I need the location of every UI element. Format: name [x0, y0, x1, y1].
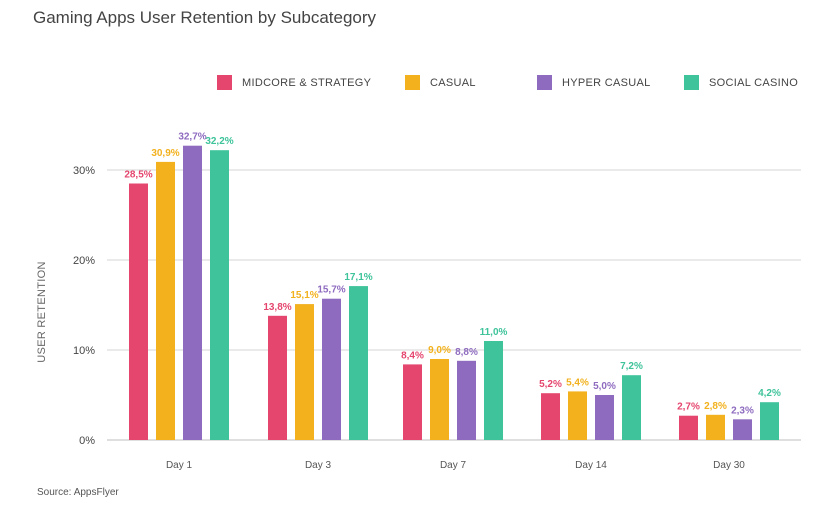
- bars: [129, 145, 779, 440]
- y-tick-label: 0%: [79, 435, 95, 447]
- data-labels: 28,5% 30,9% 32,7%32,2% 13,8%15,1%15,7% 17,1%…: [124, 132, 781, 417]
- x-axis-categories: Day 1 Day 3 Day 7 Day 14 Day 30: [166, 460, 745, 471]
- data-label: 2,7%: [677, 402, 700, 413]
- bar: [679, 415, 698, 440]
- y-tick-label: 10%: [73, 345, 95, 357]
- x-tick-label: Day 14: [575, 460, 607, 471]
- legend-swatch: [217, 75, 232, 90]
- legend-label: MIDCORE & STRATEGY: [242, 77, 372, 89]
- bar: [268, 315, 287, 440]
- data-label: 13,8%: [263, 302, 291, 313]
- legend-swatch: [405, 75, 420, 90]
- data-label: 2,3%: [731, 405, 754, 416]
- bar: [156, 161, 175, 440]
- chart-title: Gaming Apps User Retention by Subcategor…: [33, 8, 377, 27]
- bar: [484, 341, 503, 440]
- data-label: 5,2%: [539, 379, 562, 390]
- data-label: 15,7%: [317, 285, 345, 296]
- legend-label: CASUAL: [430, 77, 476, 89]
- bar: [129, 183, 148, 440]
- y-tick-label: 20%: [73, 255, 95, 267]
- legend-swatch: [537, 75, 552, 90]
- y-axis-label: USER RETENTION: [36, 261, 48, 362]
- data-label: 9,0%: [428, 345, 451, 356]
- bar: [295, 304, 314, 440]
- data-label: 28,5%: [124, 170, 152, 181]
- data-label: 15,1%: [290, 290, 318, 301]
- bar: [760, 402, 779, 440]
- y-axis-ticks: 0% 10% 20% 30%: [73, 165, 95, 447]
- bar: [568, 391, 587, 440]
- bar: [706, 414, 725, 440]
- data-label: 11,0%: [480, 327, 508, 338]
- legend-swatch: [684, 75, 699, 90]
- data-label: 32,7%: [178, 132, 206, 143]
- bar: [183, 145, 202, 440]
- data-label: 17,1%: [344, 272, 372, 283]
- data-label: 2,8%: [704, 401, 727, 412]
- bar: [541, 393, 560, 440]
- bar: [430, 359, 449, 440]
- source-note: Source: AppsFlyer: [37, 487, 119, 498]
- bar: [210, 150, 229, 440]
- data-label: 5,4%: [566, 377, 589, 388]
- bar: [322, 298, 341, 440]
- legend-label: HYPER CASUAL: [562, 77, 651, 89]
- bar: [403, 364, 422, 440]
- data-label: 8,8%: [455, 347, 478, 358]
- data-label: 32,2%: [205, 136, 233, 147]
- data-label: 7,2%: [620, 361, 643, 372]
- x-tick-label: Day 3: [305, 460, 332, 471]
- bar: [349, 286, 368, 440]
- legend: MIDCORE & STRATEGY CASUAL HYPER CASUAL SOCI…: [217, 75, 798, 90]
- x-tick-label: Day 7: [440, 460, 467, 471]
- x-tick-label: Day 30: [713, 460, 745, 471]
- bar: [595, 395, 614, 440]
- bar: [622, 375, 641, 440]
- data-label: 4,2%: [758, 388, 781, 399]
- bar: [733, 419, 752, 440]
- data-label: 8,4%: [401, 350, 424, 361]
- x-tick-label: Day 1: [166, 460, 193, 471]
- data-label: 30,9%: [151, 148, 179, 159]
- y-tick-label: 30%: [73, 165, 95, 177]
- legend-label: SOCIAL CASINO: [709, 77, 798, 89]
- data-label: 5,0%: [593, 381, 616, 392]
- bar: [457, 360, 476, 440]
